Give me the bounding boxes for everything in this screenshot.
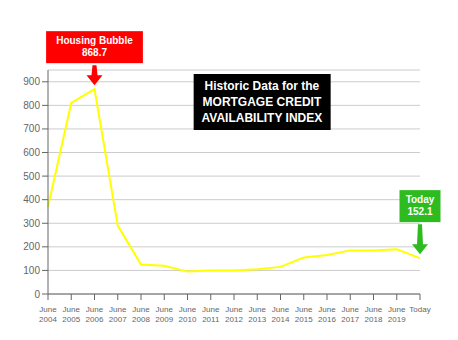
svg-text:June2006: June2006 bbox=[86, 305, 104, 324]
svg-text:600: 600 bbox=[23, 147, 40, 158]
svg-text:June2008: June2008 bbox=[132, 305, 150, 324]
svg-text:June2018: June2018 bbox=[365, 305, 383, 324]
html-text:Historic Data for the MORTGAGE: Historic Data for the MORTGAGE CREDIT AV… bbox=[201, 79, 323, 125]
svg-text:June2004: June2004 bbox=[39, 305, 57, 324]
svg-text:700: 700 bbox=[23, 123, 40, 134]
svg-text:June2012: June2012 bbox=[225, 305, 243, 324]
svg-text:June2016: June2016 bbox=[318, 305, 336, 324]
svg-text:June2014: June2014 bbox=[272, 305, 290, 324]
svg-text:Today152.1: Today152.1 bbox=[406, 194, 435, 217]
svg-text:300: 300 bbox=[23, 218, 40, 229]
svg-text:400: 400 bbox=[23, 194, 40, 205]
svg-text:500: 500 bbox=[23, 171, 40, 182]
svg-text:June2019: June2019 bbox=[388, 305, 406, 324]
svg-text:June2013: June2013 bbox=[248, 305, 266, 324]
svg-text:Today: Today bbox=[409, 305, 430, 314]
svg-text:Housing Bubble868.7: Housing Bubble868.7 bbox=[56, 35, 133, 58]
svg-text:June2010: June2010 bbox=[179, 305, 197, 324]
svg-text:100: 100 bbox=[23, 265, 40, 276]
svg-text:June2011: June2011 bbox=[202, 305, 220, 324]
svg-text:200: 200 bbox=[23, 241, 40, 252]
svg-text:0: 0 bbox=[34, 289, 40, 300]
svg-text:June2017: June2017 bbox=[341, 305, 359, 324]
svg-text:June2015: June2015 bbox=[295, 305, 313, 324]
svg-text:800: 800 bbox=[23, 100, 40, 111]
svg-text:June2005: June2005 bbox=[62, 305, 80, 324]
svg-text:June2007: June2007 bbox=[109, 305, 127, 324]
svg-text:June2009: June2009 bbox=[155, 305, 173, 324]
svg-text:900: 900 bbox=[23, 76, 40, 87]
